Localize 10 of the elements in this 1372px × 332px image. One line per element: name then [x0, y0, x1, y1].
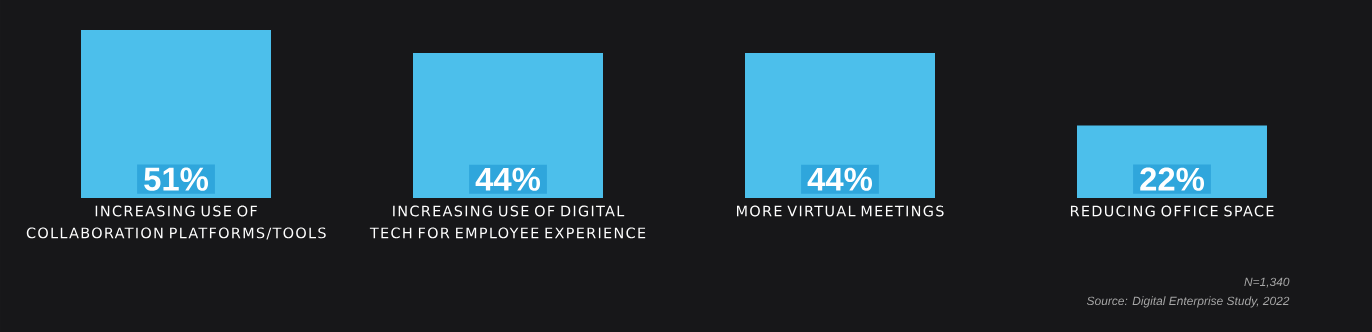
data-label: 44%	[807, 167, 873, 191]
source-note: Source: Digital Enterprise Study, 2022	[1086, 296, 1290, 308]
x-tick-label: INCREASING USE OF COLLABORATION PLATFORMS/TOOLS	[26, 205, 326, 240]
data-label: 44%	[475, 167, 541, 191]
text: N=1,340	[1244, 277, 1290, 288]
x-tick-label: INCREASING USE OF DIGITAL TECH FOR EMPLOYEE EXPERIENCE	[369, 205, 646, 239]
x-tick-label: REDUCING OFFICE SPACE	[1070, 205, 1274, 217]
data-label: 22%	[1140, 167, 1205, 191]
x-tick-label: MORE VIRTUAL MEETINGS	[736, 205, 944, 217]
data-label: 51%	[144, 167, 209, 191]
